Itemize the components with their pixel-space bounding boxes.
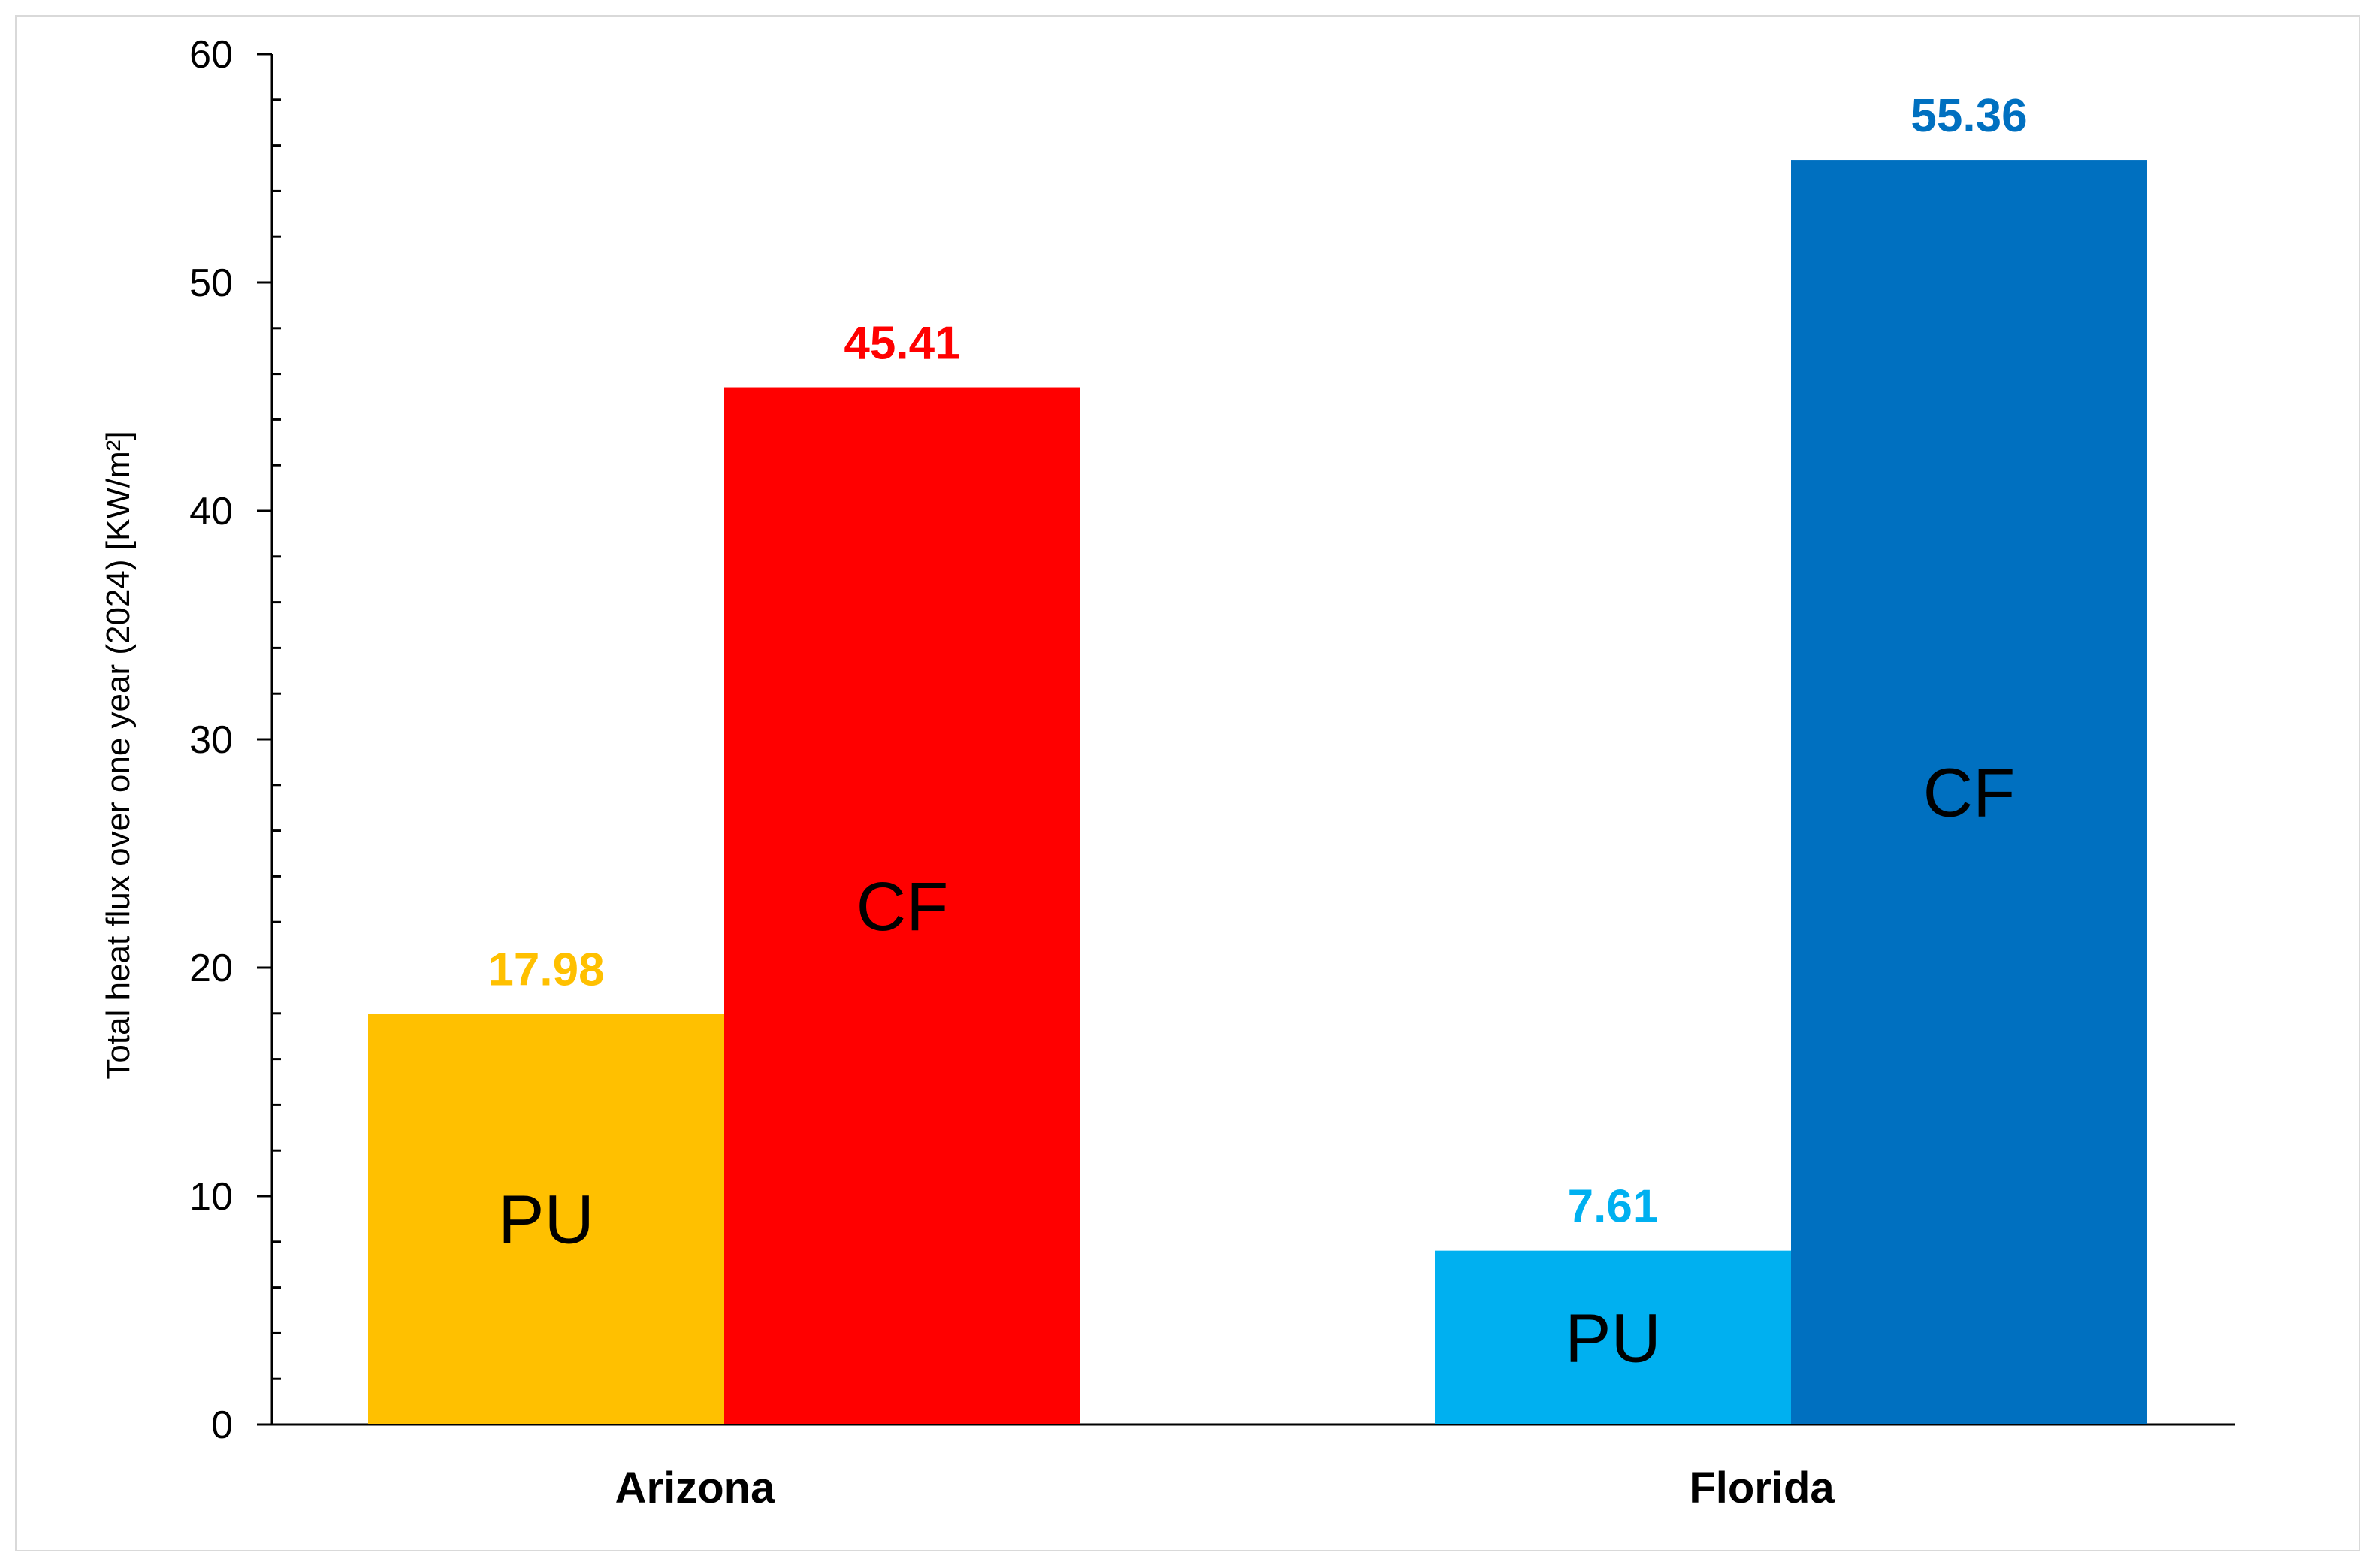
- bar-label-arizona-pu: PU: [498, 1182, 594, 1258]
- y-tick-label: 20: [189, 947, 233, 990]
- bar-label-florida-cf: CF: [1923, 755, 2016, 832]
- bar-label-arizona-cf: CF: [856, 869, 949, 945]
- y-tick-label: 40: [189, 490, 233, 533]
- y-tick-label: 30: [189, 718, 233, 762]
- y-tick-label: 50: [189, 261, 233, 305]
- y-tick-label: 0: [211, 1403, 233, 1447]
- bar-arizona-pu: [368, 1014, 724, 1424]
- x-category-label-arizona: Arizona: [615, 1464, 775, 1512]
- value-label-arizona-pu: 17.98: [488, 944, 604, 995]
- bars: [368, 160, 2147, 1424]
- bar-florida-cf: [1791, 160, 2147, 1424]
- bar-florida-pu: [1435, 1250, 1791, 1424]
- x-category-label-florida: Florida: [1689, 1464, 1835, 1512]
- y-axis-title: Total heat flux over one year (2024) [KW…: [100, 431, 137, 1079]
- y-tick-label: 10: [189, 1175, 233, 1219]
- bar-label-florida-pu: PU: [1565, 1300, 1661, 1376]
- y-tick-label: 60: [189, 33, 233, 77]
- value-label-florida-cf: 55.36: [1910, 90, 2027, 142]
- labels: 17.98 PU 45.41 CF 7.61 PU 55.36 CF: [488, 90, 2027, 1376]
- value-label-florida-pu: 7.61: [1568, 1181, 1659, 1233]
- value-label-arizona-cf: 45.41: [844, 318, 960, 370]
- bar-arizona-cf: [724, 387, 1080, 1424]
